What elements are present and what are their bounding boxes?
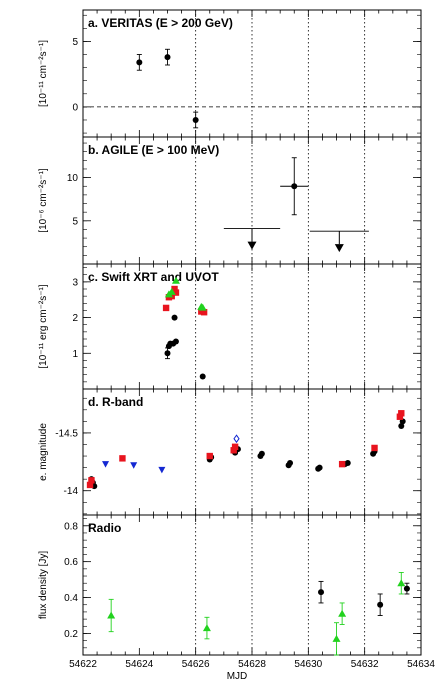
x-axis-label: MJD <box>227 671 248 682</box>
data-point <box>171 276 180 284</box>
data-point <box>398 410 405 417</box>
upper-limit-arrow <box>334 244 344 253</box>
y-axis-label: [10⁻¹¹ cm⁻²s⁻¹] <box>38 40 49 107</box>
y-axis-label: [10⁻¹¹ erg cm⁻²s⁻¹] <box>38 284 49 368</box>
data-point <box>291 183 298 190</box>
data-point <box>164 54 171 61</box>
data-point <box>171 314 178 321</box>
panel-title: Radio <box>88 521 121 535</box>
data-point <box>377 601 384 608</box>
x-tick-label: 54634 <box>407 659 435 670</box>
data-point <box>192 116 199 123</box>
panel-title: b. AGILE (E > 100 MeV) <box>88 143 219 157</box>
data-point <box>164 350 171 357</box>
data-point <box>287 459 294 466</box>
y-axis-label: [10⁻⁶ cm⁻²s⁻¹] <box>38 168 49 233</box>
data-point <box>119 455 126 462</box>
data-point <box>171 285 178 293</box>
data-point <box>344 459 351 466</box>
data-point <box>130 462 138 469</box>
data-point <box>198 303 207 311</box>
data-point <box>403 585 410 592</box>
data-point <box>397 579 406 587</box>
data-point <box>172 289 180 296</box>
panel-5: 0.2 0.4 0.6 0.8 Radio flux density [Jy] <box>38 514 422 656</box>
x-tick-label: 54632 <box>351 659 379 670</box>
panel-3: 1 2 3 c. Swift XRT and UVOT [10⁻¹¹ erg cm⁻²s… <box>38 263 422 390</box>
data-point <box>316 464 323 471</box>
y-tick-label: 2 <box>72 313 78 324</box>
data-point <box>258 450 265 457</box>
data-point <box>231 443 239 450</box>
data-point <box>158 466 166 474</box>
x-tick-label: 54630 <box>294 659 322 670</box>
y-tick-label: 5 <box>72 37 78 48</box>
panel-1: 0 5 a. VERITAS (E > 200 GeV) [10⁻¹¹ cm⁻²s⁻¹… <box>38 9 422 138</box>
data-point <box>172 338 179 345</box>
data-point <box>318 589 325 596</box>
y-axis-label: flux density [Jy] <box>38 551 49 620</box>
x-tick-label: 54626 <box>182 659 210 670</box>
data-point <box>230 447 237 454</box>
y-axis-label: e. magnitude <box>38 423 49 481</box>
x-tick-label: 54628 <box>238 659 266 670</box>
y-tick-label: 0.2 <box>64 629 78 640</box>
data-point <box>88 477 95 484</box>
y-tick-label: -14 <box>64 486 79 497</box>
data-point <box>371 444 378 452</box>
data-point <box>136 59 143 66</box>
data-point <box>202 624 211 632</box>
data-point <box>86 481 94 489</box>
data-point <box>167 287 176 295</box>
data-point <box>199 373 206 380</box>
data-point <box>332 634 341 642</box>
data-point <box>338 609 347 617</box>
data-point <box>398 422 405 429</box>
panel-title: a. VERITAS (E > 200 GeV) <box>88 16 233 30</box>
y-tick-label: 10 <box>67 173 79 184</box>
y-tick-label: 0 <box>72 102 78 113</box>
data-point <box>396 413 404 420</box>
data-point <box>338 460 346 468</box>
data-point <box>102 461 110 468</box>
y-tick-label: 5 <box>72 216 78 227</box>
panel-4: -14 -14.5 d. R-band e. magnitude <box>38 388 422 516</box>
panel-2: 5 10 b. AGILE (E > 100 MeV) [10⁻⁶ cm⁻²s⁻¹] <box>38 136 422 265</box>
y-tick-label: -14.5 <box>55 428 78 439</box>
data-point <box>107 611 116 619</box>
y-tick-label: 0.4 <box>64 593 78 604</box>
data-point <box>162 304 170 312</box>
data-point <box>233 434 240 444</box>
y-tick-label: 3 <box>72 277 78 288</box>
data-point <box>200 309 208 316</box>
y-tick-label: 0.8 <box>64 521 78 532</box>
x-tick-label: 54622 <box>69 659 97 670</box>
panel-title: c. Swift XRT and UVOT <box>88 270 219 284</box>
y-tick-label: 1 <box>72 349 78 360</box>
x-tick-label: 54624 <box>125 659 153 670</box>
y-tick-label: 0.6 <box>64 557 78 568</box>
upper-limit-arrow <box>247 241 257 250</box>
data-point <box>206 452 213 460</box>
panel-title: d. R-band <box>88 395 143 409</box>
